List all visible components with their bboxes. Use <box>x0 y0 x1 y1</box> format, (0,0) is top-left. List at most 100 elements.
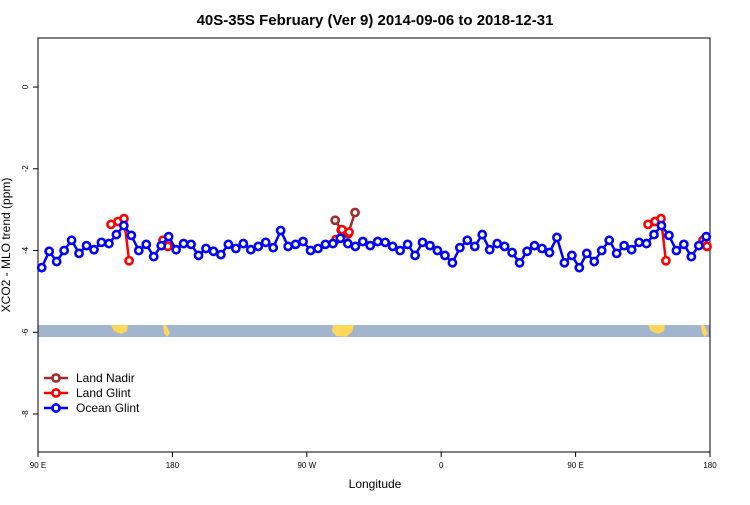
x-axis-label: Longitude <box>349 477 402 491</box>
series <box>36 220 712 273</box>
point <box>372 236 383 247</box>
point <box>626 244 637 255</box>
point <box>171 244 182 255</box>
point <box>395 245 406 256</box>
point <box>656 220 667 231</box>
point <box>380 237 391 248</box>
x-tick-label: 180 <box>166 461 180 470</box>
point <box>36 262 47 273</box>
y-tick-label: -4 <box>21 246 30 254</box>
point <box>178 238 189 249</box>
point <box>484 244 495 255</box>
point <box>223 239 234 250</box>
point <box>290 239 301 250</box>
point <box>148 251 159 262</box>
point <box>417 237 428 248</box>
point <box>499 241 510 252</box>
point <box>492 238 503 249</box>
point <box>544 247 555 258</box>
land-patch <box>111 325 128 334</box>
land-patch <box>701 325 708 337</box>
point <box>514 257 525 268</box>
point <box>552 232 562 243</box>
point <box>260 237 271 248</box>
legend-marker <box>51 388 61 398</box>
point <box>574 262 585 273</box>
point <box>462 235 473 246</box>
point <box>66 235 77 246</box>
point <box>507 247 518 258</box>
point <box>357 236 368 247</box>
point <box>283 241 294 252</box>
point <box>402 239 413 250</box>
point <box>447 257 458 268</box>
point <box>649 229 659 240</box>
y-tick-label: 0 <box>21 84 30 89</box>
point <box>313 243 323 254</box>
point <box>96 237 107 248</box>
legend-label: Ocean Glint <box>76 401 140 415</box>
y-axis-label: XCO2 - MLO trend (ppm) <box>0 178 13 313</box>
point <box>589 256 600 267</box>
point <box>320 239 331 250</box>
point <box>344 227 354 238</box>
point <box>330 215 341 226</box>
point <box>522 246 532 257</box>
point <box>208 246 219 257</box>
point <box>81 240 92 251</box>
point <box>350 207 360 218</box>
point <box>44 246 55 257</box>
point <box>89 244 99 255</box>
point <box>193 250 204 261</box>
point <box>678 239 689 250</box>
x-tick-label: 180 <box>703 461 717 470</box>
chart-title: 40S-35S February (Ver 9) 2014-09-06 to 2… <box>197 12 554 29</box>
ocean-band <box>38 325 710 337</box>
land-patch <box>163 325 170 337</box>
point <box>275 225 286 236</box>
point <box>141 239 152 250</box>
x-tick-label: 90 E <box>30 461 46 470</box>
point <box>410 250 420 261</box>
point <box>686 251 697 262</box>
point <box>335 233 346 244</box>
point <box>432 245 443 256</box>
land-patch <box>648 325 665 334</box>
point <box>664 230 674 241</box>
point <box>387 241 398 252</box>
legend-label: Land Nadir <box>76 371 135 385</box>
x-tick-label: 0 <box>439 461 444 470</box>
point <box>634 237 644 248</box>
point <box>454 242 465 253</box>
point <box>238 238 249 249</box>
point <box>440 250 450 261</box>
point <box>581 248 592 259</box>
point <box>537 243 547 254</box>
point <box>216 249 226 260</box>
land-patch <box>332 325 354 337</box>
x-tick-label: 90 E <box>567 461 583 470</box>
y-tick-label: -8 <box>21 410 30 418</box>
legend-label: Land Glint <box>76 386 131 400</box>
point <box>328 238 338 249</box>
y-tick-label: -2 <box>21 165 30 173</box>
point <box>133 245 144 256</box>
point <box>693 240 704 251</box>
point <box>245 244 256 255</box>
point <box>365 240 376 251</box>
point <box>156 240 167 251</box>
point <box>604 235 615 246</box>
point <box>59 245 70 256</box>
x-tick-label: 90 W <box>297 461 316 470</box>
point <box>186 239 196 250</box>
point <box>701 231 712 242</box>
point <box>702 241 712 252</box>
point <box>124 255 134 266</box>
point <box>350 241 361 252</box>
point <box>104 238 114 249</box>
point <box>111 229 122 240</box>
point <box>477 229 488 240</box>
point <box>74 248 84 259</box>
point <box>596 245 607 256</box>
